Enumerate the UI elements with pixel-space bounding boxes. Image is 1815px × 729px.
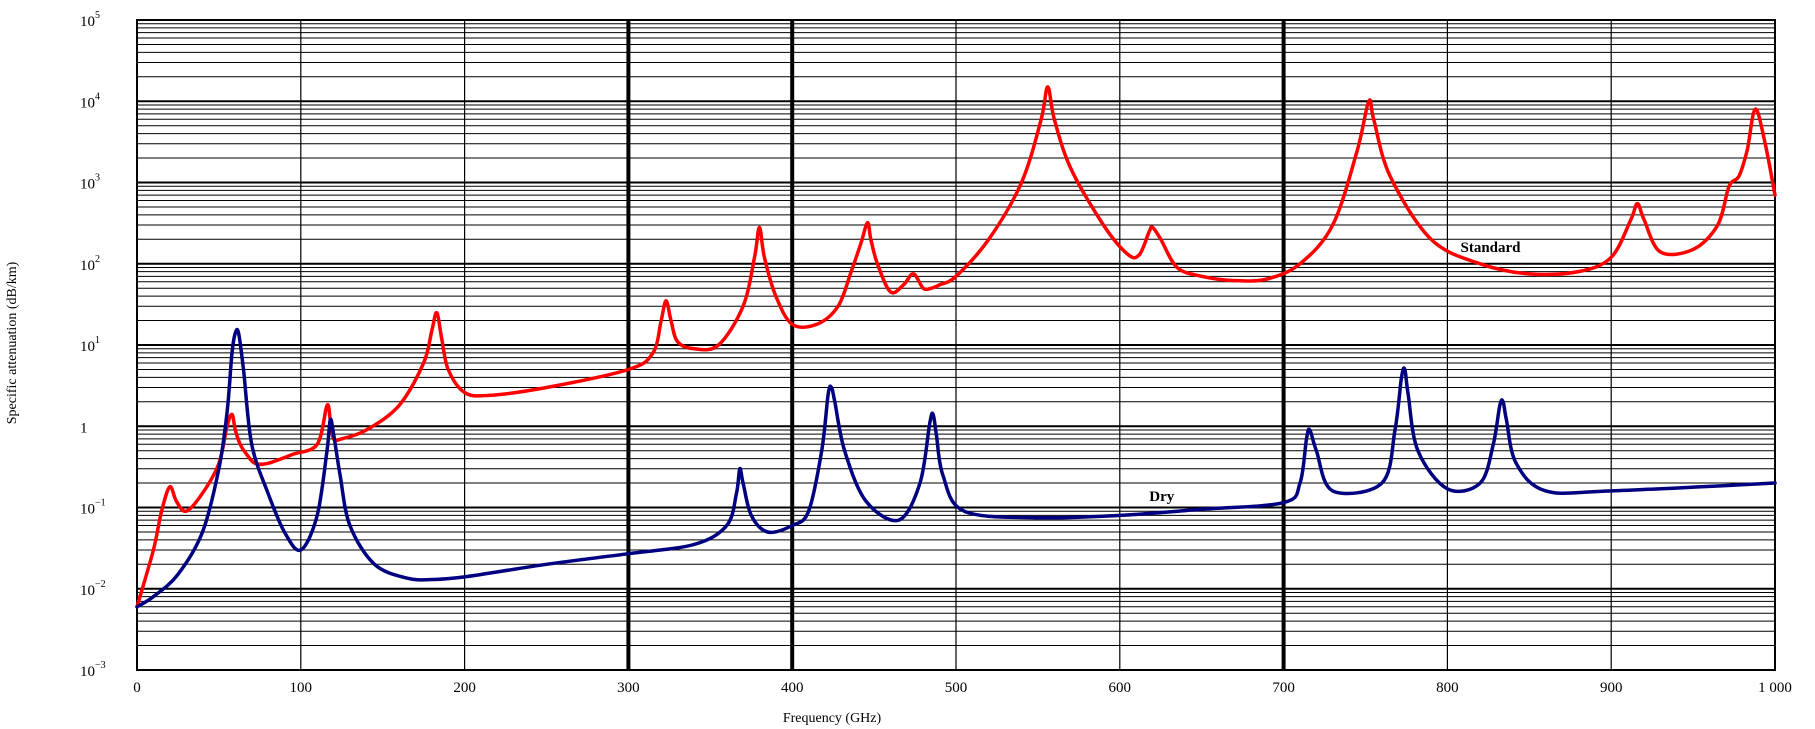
series-label-dry: Dry xyxy=(1149,489,1174,505)
series-line-dry xyxy=(135,327,1777,609)
series-labels: Standard Dry xyxy=(1149,240,1521,505)
x-tick-label: 500 xyxy=(945,680,968,696)
x-tick-label: 1 000 xyxy=(1758,680,1792,696)
x-tick-label: 300 xyxy=(617,680,640,696)
y-tick-label: 104 xyxy=(80,91,100,111)
y-tick-label: 10−3 xyxy=(80,660,106,680)
x-tick-label: 600 xyxy=(1109,680,1132,696)
x-tick-labels: 0 100 200 300 400 500 600 700 800 900 1 000 xyxy=(133,680,1792,696)
x-axis-title: Frequency (GHz) xyxy=(783,711,882,726)
x-tick-label: 0 xyxy=(133,680,141,696)
y-tick-label: 105 xyxy=(80,10,100,30)
series-line-standard xyxy=(135,85,1777,609)
x-tick-label: 100 xyxy=(290,680,313,696)
y-tick-labels: 10−3 10−2 10−1 1 101 102 103 104 105 xyxy=(80,10,106,680)
x-tick-label: 200 xyxy=(453,680,476,696)
grid xyxy=(136,19,1776,671)
y-tick-label: 101 xyxy=(80,335,100,355)
y-tick-label: 10−2 xyxy=(80,579,106,599)
x-tick-label: 800 xyxy=(1436,680,1459,696)
y-tick-label: 102 xyxy=(80,254,100,274)
series-lines xyxy=(135,85,1777,609)
y-tick-label: 10−1 xyxy=(80,498,106,518)
x-tick-label: 400 xyxy=(781,680,804,696)
y-tick-label: 1 xyxy=(80,420,88,436)
x-tick-label: 700 xyxy=(1272,680,1295,696)
y-axis-title: Specific attenuation (dB/km) xyxy=(5,261,20,424)
plot-frame xyxy=(136,19,1776,671)
y-tick-label: 103 xyxy=(80,173,100,193)
x-tick-label: 900 xyxy=(1600,680,1623,696)
series-label-standard: Standard xyxy=(1461,240,1522,256)
